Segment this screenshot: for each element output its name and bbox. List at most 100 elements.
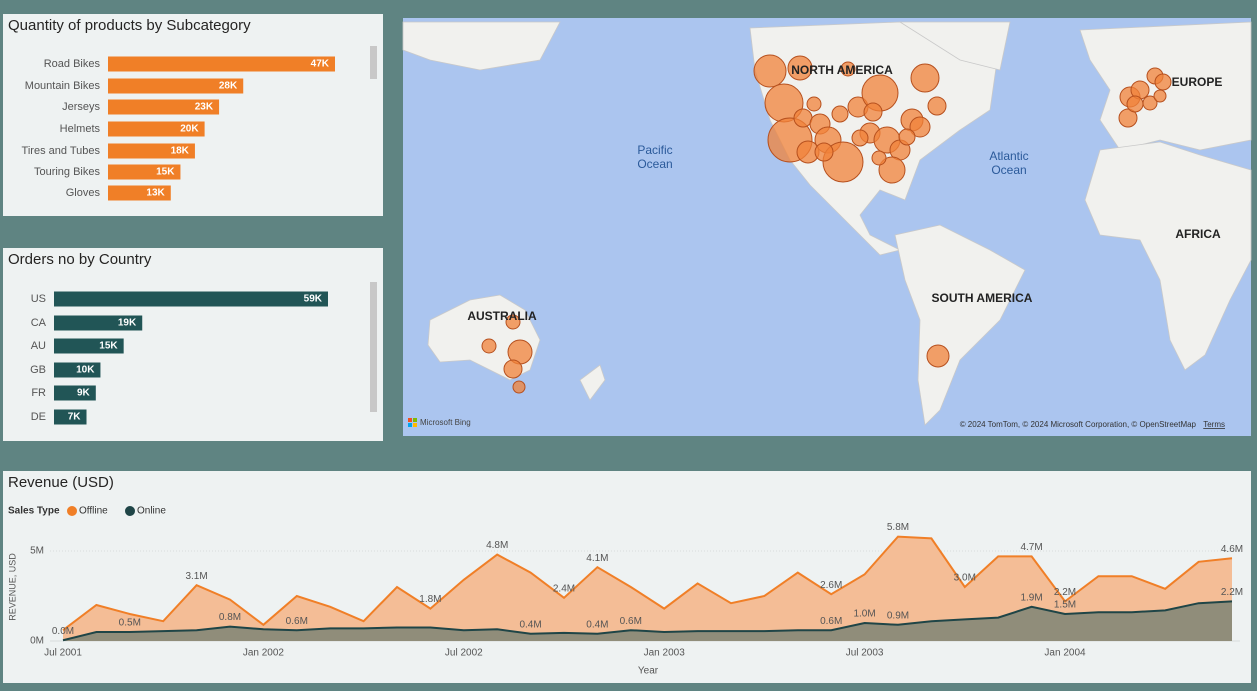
data-label: 1.9M xyxy=(1020,592,1042,603)
category-label: AU xyxy=(31,340,46,352)
map-label: AFRICA xyxy=(1175,227,1221,241)
bar xyxy=(108,121,205,137)
data-label: 0.5M xyxy=(119,618,141,629)
value-label: 18K xyxy=(171,146,190,157)
bar xyxy=(108,164,181,180)
data-label: 2.6M xyxy=(820,580,842,591)
value-label: 15K xyxy=(156,167,175,178)
data-label: 2.4M xyxy=(553,583,575,594)
terms[interactable]: Terms xyxy=(1203,420,1225,429)
value-label: 19K xyxy=(118,318,137,329)
attribution: © 2024 TomTom, © 2024 Microsoft Corporat… xyxy=(960,420,1197,429)
scrollbar[interactable] xyxy=(370,46,377,79)
bar xyxy=(108,143,195,159)
ocean-label: Atlantic xyxy=(989,149,1028,163)
data-label: 4.6M xyxy=(1221,544,1243,555)
area xyxy=(63,536,1232,641)
category-label: Mountain Bikes xyxy=(25,80,101,92)
category-label: Touring Bikes xyxy=(34,166,101,178)
bar xyxy=(54,338,124,354)
category-label: Jerseys xyxy=(62,101,100,113)
x-tick-label: Jul 2003 xyxy=(846,648,884,659)
x-tick-label: Jul 2002 xyxy=(445,648,483,659)
category-label: Helmets xyxy=(60,123,101,135)
x-tick-label: Jan 2003 xyxy=(644,648,686,659)
legend-title: Sales Type xyxy=(8,506,60,517)
panel xyxy=(3,14,383,216)
value-label: 15K xyxy=(99,341,118,352)
map-label: EUROPE xyxy=(1172,75,1223,89)
line xyxy=(62,600,1233,642)
category-label: GB xyxy=(30,364,46,376)
legend-label: Offline xyxy=(79,506,108,517)
bar xyxy=(108,185,171,201)
data-label: 0.0M xyxy=(52,626,74,637)
data-label: 3.1M xyxy=(185,571,207,582)
map[interactable]: NORTH AMERICA EUROPE AFRICA SOUTH AMERIC… xyxy=(402,18,1252,436)
scrollbar[interactable] xyxy=(370,282,377,412)
value-label: 20K xyxy=(180,124,199,135)
value-label: 59K xyxy=(304,294,323,305)
data-label: 1.0M xyxy=(853,609,875,620)
category-label: US xyxy=(31,293,46,305)
bar xyxy=(108,56,335,72)
chart-title: Orders no by Country xyxy=(8,251,152,268)
bar xyxy=(54,385,96,401)
data-label: 0.6M xyxy=(620,616,642,627)
line xyxy=(62,535,1233,631)
data-label: 5.8M xyxy=(887,522,909,533)
data-label: 2.2M xyxy=(1221,587,1243,598)
bar xyxy=(54,409,87,425)
bar xyxy=(108,78,244,94)
map-label: AUSTRALIA xyxy=(467,309,537,323)
y-tick-label: 0M xyxy=(30,636,44,647)
data-label: 0.6M xyxy=(820,616,842,627)
data-label: 0.4M xyxy=(586,619,608,630)
value-label: 28K xyxy=(219,81,238,92)
chart-title: Quantity of products by Subcategory xyxy=(8,17,251,34)
value-label: 23K xyxy=(195,102,214,113)
data-label: 3.0M xyxy=(954,573,976,584)
logo-square xyxy=(408,423,412,427)
map-label: SOUTH AMERICA xyxy=(932,291,1033,305)
map-label: NORTH AMERICA xyxy=(791,63,893,77)
x-tick-label: Jan 2004 xyxy=(1044,648,1086,659)
logo-square xyxy=(413,423,417,427)
data-label: 0.8M xyxy=(219,612,241,623)
ocean-label: Ocean xyxy=(991,163,1026,177)
ocean-label: Ocean xyxy=(637,157,672,171)
data-label: 1.5M xyxy=(1054,600,1076,611)
logo-square xyxy=(408,418,412,422)
area xyxy=(63,601,1232,641)
data-label: 4.7M xyxy=(1020,542,1042,553)
value-label: 9K xyxy=(77,388,91,399)
data-label: 1.8M xyxy=(419,594,441,605)
data-label: 0.9M xyxy=(887,610,909,621)
category-label: CA xyxy=(31,317,47,329)
value-label: 47K xyxy=(311,59,330,70)
value-label: 13K xyxy=(146,188,165,199)
y-tick-label: 5M xyxy=(30,546,44,557)
data-label: 4.1M xyxy=(586,553,608,564)
bar xyxy=(108,99,220,115)
category-label: Gloves xyxy=(66,187,101,199)
legend-label: Online xyxy=(137,506,166,517)
logo: Microsoft Bing xyxy=(420,418,471,427)
data-label: 2.2M xyxy=(1054,587,1076,598)
logo-square xyxy=(413,418,417,422)
chart-title: Revenue (USD) xyxy=(8,474,114,491)
y-axis-label: REVENUE, USD xyxy=(7,553,17,621)
x-axis-label: Year xyxy=(638,666,659,677)
bar xyxy=(54,362,101,378)
category-label: DE xyxy=(31,411,46,423)
ocean-label: Pacific xyxy=(637,143,672,157)
data-label: 0.4M xyxy=(519,619,541,630)
x-tick-label: Jan 2002 xyxy=(243,648,285,659)
value-label: 7K xyxy=(68,412,82,423)
bar xyxy=(54,315,143,331)
category-label: FR xyxy=(31,387,46,399)
data-label: 4.8M xyxy=(486,540,508,551)
category-label: Tires and Tubes xyxy=(22,145,101,157)
